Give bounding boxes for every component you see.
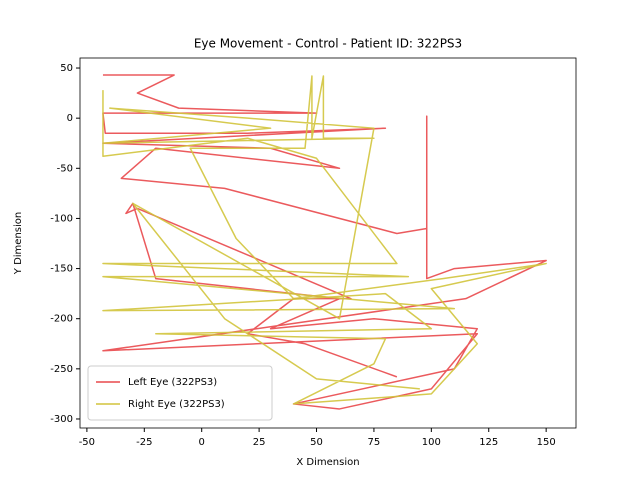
- x-axis-label: X Dimension: [296, 457, 359, 468]
- x-tick-label: 125: [479, 437, 498, 448]
- y-tick-label: -150: [50, 264, 73, 275]
- y-axis-label: Y Dimension: [13, 212, 24, 275]
- x-tick-label: 150: [537, 437, 556, 448]
- x-tick-label: -25: [136, 437, 152, 448]
- legend: Left Eye (322PS3) Right Eye (322PS3): [87, 365, 273, 421]
- y-tick-label: -200: [50, 314, 73, 325]
- y-tick-label: 0: [67, 113, 73, 124]
- legend-box: [87, 365, 273, 421]
- data-line: [102, 75, 547, 405]
- chart-title: Eye Movement - Control - Patient ID: 322…: [194, 37, 462, 51]
- legend-label: Right Eye (322PS3): [128, 399, 225, 410]
- y-tick-label: -300: [50, 414, 73, 425]
- y-tick-label: -50: [57, 163, 73, 174]
- plot-frame: [79, 57, 577, 429]
- y-tick-label: 50: [60, 63, 73, 74]
- x-tick-label: 100: [422, 437, 441, 448]
- data-line: [102, 74, 547, 410]
- x-tick-label: 75: [368, 437, 381, 448]
- x-tick-label: 0: [199, 437, 205, 448]
- y-tick-label: -250: [50, 364, 73, 375]
- x-tick-label: -50: [79, 437, 95, 448]
- x-tick-label: 50: [310, 437, 323, 448]
- legend-label: Left Eye (322PS3): [128, 377, 217, 388]
- y-tick-label: -100: [50, 213, 73, 224]
- x-tick-label: 25: [253, 437, 266, 448]
